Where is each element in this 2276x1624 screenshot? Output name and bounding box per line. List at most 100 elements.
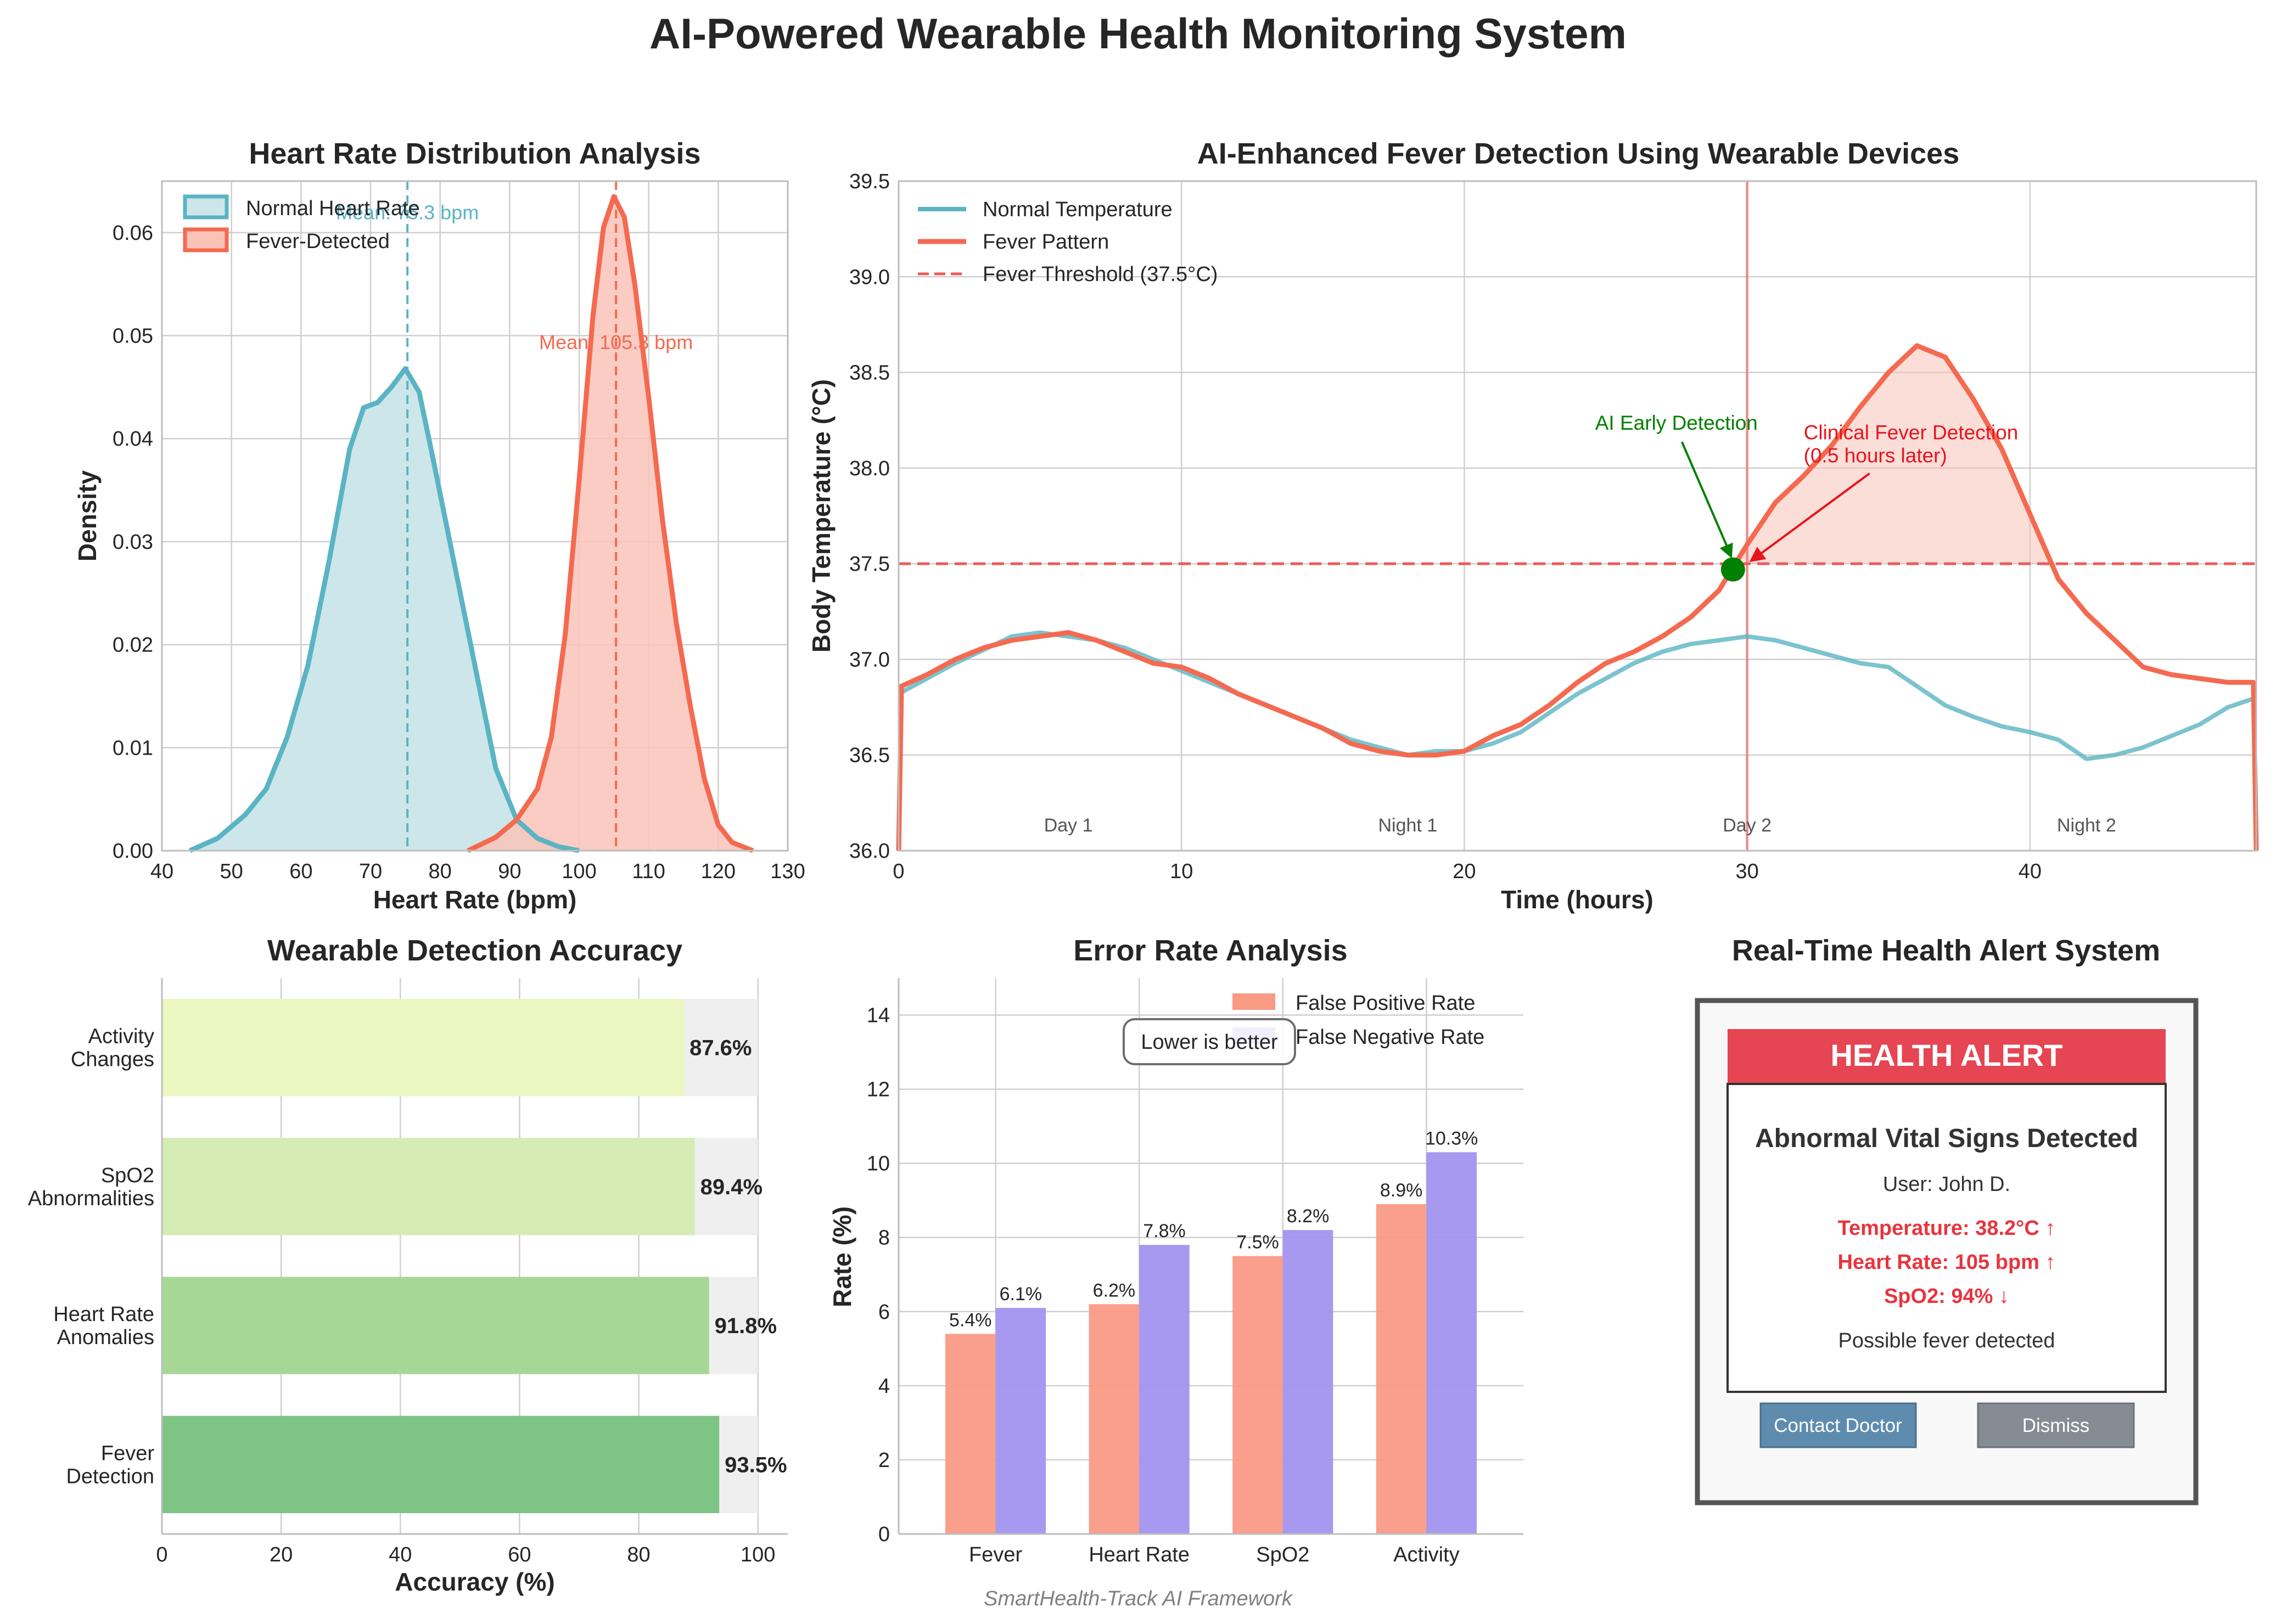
normal-mean-label: Mean: 75.3 bpm — [336, 201, 479, 223]
error-chart-title: Error Rate Analysis — [1073, 934, 1347, 967]
alert-vital-temperature: Temperature: 38.2°C ↑ — [1838, 1217, 2056, 1240]
legend-label-normal-hr: Normal Heart Rate — [246, 197, 420, 220]
health-alert-panel: Real-Time Health Alert System HEALTH ALE… — [1695, 934, 2199, 1505]
error-bar-1-1 — [1139, 1245, 1190, 1534]
hr-tick-labels: 40 50 60 70 80 90 100 110 120 130 0.00 0.01 0.02 0.03… — [113, 222, 805, 883]
hr-x-tick-90: 90 — [498, 860, 521, 883]
footer-credit: SmartHealth-Track AI Framework — [984, 1587, 1293, 1610]
dismiss-button[interactable]: Dismiss — [1977, 1402, 2135, 1448]
lower-is-better-note: Lower is better — [1123, 1018, 1296, 1065]
accuracy-bar-1 — [162, 1277, 709, 1374]
legend-swatch-false-positive — [1232, 993, 1275, 1010]
note-box — [1123, 1018, 1296, 1065]
error-bar-1-2 — [1282, 1230, 1333, 1534]
fever-temp-line — [896, 343, 2259, 851]
contact-doctor-button[interactable]: Contact Doctor — [1759, 1402, 1917, 1448]
error-bar-0-2 — [1232, 1256, 1283, 1534]
error-rate-chart: Error Rate Analysis 5.4% 6.2% 7.5% 8.9% 6.1%… — [828, 934, 1523, 1566]
hr-y-tick-4: 0.04 — [113, 428, 153, 451]
accuracy-category-label-3-0: Activity — [88, 1025, 154, 1048]
ai-detection-arrow — [1680, 441, 1732, 556]
hr-y-axis-label: Density — [73, 470, 102, 562]
hr-x-tick-80: 80 — [429, 860, 452, 883]
accuracy-x-tick-0: 0 — [156, 1543, 167, 1566]
contact-doctor-button-bg[interactable] — [1759, 1402, 1917, 1448]
error-y-tick-4: 4 — [878, 1375, 890, 1398]
error-bar-0-1 — [1089, 1304, 1140, 1534]
normal-temp-line — [898, 630, 2257, 761]
error-bar-0-0 — [945, 1334, 996, 1534]
accuracy-value-label-0: 93.5% — [725, 1453, 787, 1477]
accuracy-category-label-1-1: Anomalies — [57, 1326, 154, 1349]
hr-y-tick-0: 0.00 — [113, 840, 153, 863]
day-label-3: Night 2 — [2057, 815, 2116, 836]
legend-label-fever-temp: Fever Pattern — [983, 231, 1109, 254]
legend-label-false-negative: False Negative Rate — [1296, 1026, 1484, 1049]
hr-x-tick-110: 110 — [632, 860, 665, 883]
legend-label-false-positive: False Positive Rate — [1296, 992, 1475, 1015]
accuracy-category-label-1-0: Heart Rate — [53, 1303, 154, 1326]
temp-axes-frame — [898, 180, 2257, 852]
accuracy-x-tick-60: 60 — [508, 1543, 531, 1566]
hr-axes-frame — [161, 180, 789, 852]
error-category-label-2: SpO2 — [1256, 1543, 1309, 1566]
legend-label-normal-temp: Normal Temperature — [983, 198, 1173, 221]
error-y-tick-12: 12 — [867, 1078, 890, 1102]
hr-y-tick-2: 0.02 — [113, 634, 153, 657]
contact-doctor-button-label[interactable]: Contact Doctor — [1774, 1415, 1902, 1436]
legend-label-threshold: Fever Threshold (37.5°C) — [983, 263, 1218, 286]
normal-hr-line — [188, 366, 580, 853]
error-value-label-1-2: 8.2% — [1287, 1206, 1330, 1227]
error-category-label-3: Activity — [1393, 1543, 1459, 1566]
error-category-label-0: Fever — [969, 1543, 1022, 1566]
dismiss-button-bg[interactable] — [1977, 1402, 2135, 1448]
hr-distribution-chart: Heart Rate Distribution Analysis Mean: 7… — [73, 137, 805, 914]
error-value-label-1-1: 7.8% — [1143, 1221, 1186, 1241]
accuracy-x-tick-20: 20 — [270, 1543, 293, 1566]
hr-x-tick-70: 70 — [359, 860, 382, 883]
accuracy-value-label-3: 87.6% — [689, 1036, 752, 1060]
temp-tick-labels: 0 10 20 30 40 36.0 36.5 37.0 37.5 38.0 38.5 39.0 39.… — [849, 170, 2042, 883]
error-y-tick-6: 6 — [878, 1301, 890, 1324]
clinical-detection-arrow — [1751, 472, 1870, 561]
temp-y-axis-label: Body Temperature (°C) — [807, 379, 836, 653]
hr-y-tick-5: 0.05 — [113, 325, 153, 348]
clinical-detection-arrowhead — [1749, 547, 1767, 563]
alert-header-bar — [1728, 1029, 2166, 1084]
accuracy-category-label-3-1: Changes — [71, 1048, 154, 1071]
accuracy-value-label-2: 89.4% — [700, 1175, 763, 1199]
hr-legend: Normal Heart Rate Fever-Detected — [183, 194, 420, 253]
accuracy-category-label-2-1: Abnormalities — [28, 1187, 154, 1210]
dismiss-button-label[interactable]: Dismiss — [2022, 1415, 2089, 1436]
error-value-label-1-3: 10.3% — [1425, 1128, 1478, 1149]
accuracy-x-tick-40: 40 — [389, 1543, 412, 1566]
legend-label-fever-hr: Fever-Detected — [246, 230, 390, 253]
temp-legend: Normal Temperature Fever Pattern Fever T… — [918, 198, 1218, 286]
accuracy-bar-0 — [162, 1415, 720, 1514]
temp-y-tick-5: 38.5 — [849, 362, 890, 385]
temp-y-tick-3: 37.5 — [849, 553, 890, 576]
error-value-label-0-0: 5.4% — [949, 1310, 992, 1330]
alert-message: Possible fever detected — [1838, 1329, 2055, 1352]
accuracy-x-tick-100: 100 — [741, 1543, 775, 1566]
accuracy-category-label-2-0: SpO2 — [101, 1164, 154, 1187]
day-label-0: Day 1 — [1044, 815, 1093, 836]
accuracy-bars: 93.5% 91.8% 89.4% 87.6% — [162, 998, 787, 1514]
hr-x-tick-100: 100 — [562, 860, 596, 883]
temp-y-tick-0: 36.0 — [849, 840, 890, 863]
clinical-detection-label-line2: (0.5 hours later) — [1804, 445, 1947, 467]
accuracy-value-label-1: 91.8% — [715, 1314, 777, 1338]
error-bar-1-0 — [995, 1308, 1046, 1534]
error-y-tick-2: 2 — [878, 1449, 890, 1472]
ai-detection-arrowhead — [1719, 542, 1733, 559]
day-night-labels: Day 1 Night 1 Day 2 Night 2 — [1044, 815, 2116, 836]
alert-body-box — [1726, 1083, 2167, 1393]
accuracy-bar-2 — [162, 1138, 695, 1235]
hr-y-tick-6: 0.06 — [113, 222, 153, 245]
clinical-detection-label-line1: Clinical Fever Detection — [1804, 422, 2019, 444]
error-bar-0-3 — [1376, 1204, 1427, 1534]
hr-x-axis-label: Heart Rate (bpm) — [373, 885, 577, 914]
temp-y-tick-7: 39.5 — [849, 170, 890, 193]
